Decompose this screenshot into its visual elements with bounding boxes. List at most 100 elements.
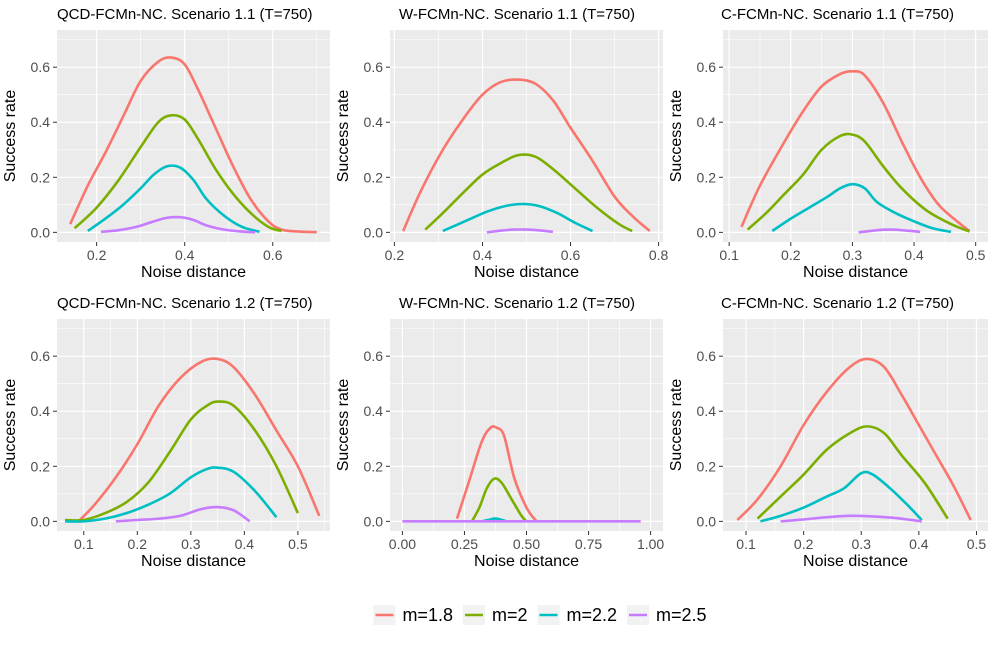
- y-axis: 0.0 0.2 0.4 0.6 Success rate: [335, 59, 390, 240]
- legend: m=1.8 m=2 m=2.2 m=2.5: [373, 605, 707, 625]
- x-tick-label: 0.1: [74, 536, 94, 552]
- x-tick-label: 0.00: [389, 536, 416, 552]
- y-tick-label: 0.0: [364, 513, 384, 529]
- y-axis: 0.0 0.2 0.4 0.6 Success rate: [2, 59, 57, 240]
- series-group: [402, 78, 651, 234]
- legend-item: m=2: [462, 605, 528, 625]
- series-line-m-2: [73, 113, 282, 233]
- series-group: [69, 56, 317, 234]
- legend-label: m=2.2: [567, 605, 618, 625]
- x-tick-label: 0.4: [175, 247, 195, 263]
- series-line-m-2-5: [100, 215, 256, 234]
- x-tick-label: 0.4: [904, 247, 924, 263]
- y-axis: 0.0 0.2 0.4 0.6 Success rate: [2, 348, 57, 529]
- panel-3: C-FCMn-NC. Scenario 1.1 (T=750) 0.1 0.2 0.3…: [668, 6, 988, 281]
- legend-label: m=2.5: [656, 605, 707, 625]
- x-tick-label: 0.6: [561, 247, 581, 263]
- y-tick-label: 0.2: [697, 169, 717, 185]
- x-tick-label: 0.3: [181, 536, 201, 552]
- series-line-m-2-2: [771, 182, 952, 234]
- series-line-m-2: [424, 153, 633, 233]
- x-axis-title: Noise distance: [141, 553, 246, 570]
- series-line-m-2: [64, 400, 300, 522]
- panel-title: C-FCMn-NC. Scenario 1.2 (T=750): [721, 295, 954, 312]
- x-axis: 0.00 0.25 0.50 0.75 1.00 Noise distance: [389, 531, 664, 570]
- y-tick-label: 0.0: [364, 224, 384, 240]
- x-tick-label: 1.00: [637, 536, 664, 552]
- series-group: [402, 425, 641, 523]
- x-tick-label: 0.8: [649, 247, 669, 263]
- x-tick-label: 0.5: [966, 247, 986, 263]
- x-tick-label: 0.3: [852, 536, 872, 552]
- series-line-m-1-8: [736, 357, 972, 521]
- x-axis-title: Noise distance: [474, 553, 579, 570]
- y-tick-label: 0.0: [31, 224, 51, 240]
- y-tick-label: 0.4: [364, 403, 384, 419]
- x-axis-title: Noise distance: [803, 264, 908, 281]
- y-axis-title: Success rate: [335, 90, 352, 183]
- y-axis: 0.0 0.2 0.4 0.6 Success rate: [668, 59, 723, 240]
- x-axis-title: Noise distance: [474, 264, 579, 281]
- y-tick-label: 0.4: [364, 114, 384, 130]
- y-axis-title: Success rate: [2, 379, 19, 472]
- panel-title: QCD-FCMn-NC. Scenario 1.1 (T=750): [57, 6, 312, 23]
- x-tick-label: 0.3: [843, 247, 863, 263]
- panel-4: QCD-FCMn-NC. Scenario 1.2 (T=750)0.1 0.2 0…: [2, 295, 330, 570]
- y-axis-title: Success rate: [668, 379, 685, 472]
- y-axis: 0.0 0.2 0.4 0.6 Success rate: [668, 348, 723, 529]
- series-line-m-1-8: [740, 69, 971, 233]
- x-tick-label: 0.5: [967, 536, 987, 552]
- series-line-m-2-5: [486, 228, 554, 234]
- x-axis: 0.1 0.2 0.3 0.4 0.5 Noise distance: [74, 531, 308, 570]
- legend-item: m=2.2: [537, 605, 618, 625]
- y-axis-title: Success rate: [335, 379, 352, 472]
- series-line-m-2-2: [65, 466, 278, 523]
- series-line-m-2: [470, 477, 528, 523]
- grid: [390, 319, 663, 531]
- panel-title: C-FCMn-NC. Scenario 1.1 (T=750): [721, 6, 954, 23]
- y-tick-label: 0.6: [31, 59, 51, 75]
- x-tick-label: 0.1: [719, 247, 739, 263]
- x-tick-label: 0.75: [575, 536, 602, 552]
- series-group: [736, 357, 972, 523]
- series-line-m-1-8: [402, 78, 651, 232]
- y-tick-label: 0.6: [364, 59, 384, 75]
- y-axis-title: Success rate: [668, 90, 685, 183]
- series-line-m-1-8: [77, 357, 321, 523]
- plot-panel-background: [57, 30, 330, 242]
- x-tick-label: 0.2: [385, 247, 405, 263]
- panel-1: QCD-FCMn-NC. Scenario 1.1 (T=750) 0.2 0.4 0…: [2, 6, 330, 281]
- y-tick-label: 0.2: [31, 458, 51, 474]
- panel-5: W-FCMn-NC. Scenario 1.2 (T=750)0.00 0.25 0…: [335, 295, 664, 570]
- panel-title: QCD-FCMn-NC. Scenario 1.2 (T=750): [57, 295, 312, 312]
- series-line-m-1-8: [69, 56, 317, 234]
- x-tick-label: 0.5: [288, 536, 308, 552]
- x-tick-label: 0.4: [473, 247, 493, 263]
- x-tick-label: 0.2: [87, 247, 107, 263]
- x-tick-label: 0.2: [128, 536, 148, 552]
- legend-item: m=2.5: [627, 605, 707, 625]
- legend-label: m=1.8: [402, 605, 453, 625]
- grid: [57, 30, 330, 242]
- panel-2: W-FCMn-NC. Scenario 1.1 (T=750) 0.2 0.4 0.6…: [335, 6, 669, 281]
- series-line-m-2-2: [87, 164, 260, 234]
- panel-grid: QCD-FCMn-NC. Scenario 1.1 (T=750) 0.2 0.4 0…: [2, 6, 988, 570]
- x-axis: 0.1 0.2 0.3 0.4 0.5 Noise distance: [736, 531, 986, 570]
- grid: [723, 30, 988, 242]
- x-axis-title: Noise distance: [803, 553, 908, 570]
- panel-title: W-FCMn-NC. Scenario 1.2 (T=750): [399, 295, 635, 312]
- x-tick-label: 0.6: [263, 247, 283, 263]
- series-group: [740, 69, 971, 234]
- y-tick-label: 0.0: [697, 513, 717, 529]
- x-axis-title: Noise distance: [141, 264, 246, 281]
- y-tick-label: 0.2: [31, 169, 51, 185]
- x-tick-label: 0.50: [513, 536, 540, 552]
- series-line-m-2-5: [115, 505, 251, 523]
- series-line-m-2: [746, 132, 970, 233]
- legend-label: m=2: [492, 605, 528, 625]
- y-tick-label: 0.4: [31, 114, 51, 130]
- series-line-m-1-8: [455, 425, 538, 523]
- y-tick-label: 0.6: [364, 348, 384, 364]
- grid: [390, 30, 663, 242]
- series-line-m-2: [756, 425, 949, 520]
